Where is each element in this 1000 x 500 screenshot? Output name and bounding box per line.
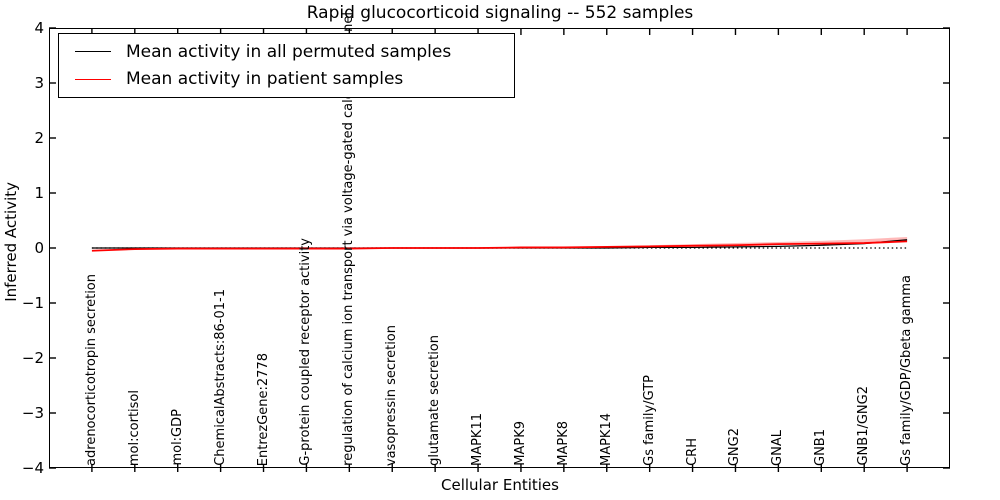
x-tick-label: GNAL [770, 430, 786, 466]
y-tick-label: 3 [34, 74, 44, 92]
x-tick-label: MAPK14 [598, 412, 614, 466]
x-tick-label: GNG2 [727, 427, 743, 466]
x-tick-label: mol:GDP [169, 409, 185, 466]
x-tick-label: adrenocorticotropin secretion [83, 274, 99, 466]
x-tick-label: ChemicalAbstracts:86-01-1 [212, 289, 228, 466]
legend: Mean activity in all permuted samples Me… [58, 33, 515, 98]
legend-label-patient: Mean activity in patient samples [126, 69, 404, 90]
x-tick-label: GNB1/GNG2 [856, 386, 872, 466]
y-tick-label: −4 [21, 459, 44, 477]
y-tick-label: 0 [34, 239, 44, 257]
chart-title: Rapid glucocorticoid signaling -- 552 sa… [306, 3, 694, 23]
legend-item-patient: Mean activity in patient samples [59, 69, 514, 89]
x-tick-label: glutamate secretion [427, 335, 443, 466]
x-tick-label: MAPK9 [512, 421, 528, 466]
plot-canvas [49, 27, 950, 472]
x-tick-label: Gs family/GTP [641, 375, 657, 466]
y-tick-label: −2 [21, 349, 44, 367]
y-tick-label: 1 [34, 184, 44, 202]
legend-line-permuted-icon [75, 51, 111, 53]
y-tick-label: −1 [21, 294, 44, 312]
x-tick-label: MAPK11 [470, 412, 486, 466]
legend-line-patient-icon [75, 78, 111, 80]
x-tick-label: MAPK8 [555, 421, 571, 466]
confidence-band [649, 237, 908, 247]
x-tick-label: CRH [684, 438, 700, 466]
y-tick-label: 4 [34, 19, 44, 37]
y-tick-label: 2 [34, 129, 44, 147]
x-tick-label: GNB1 [813, 429, 829, 466]
legend-label-permuted: Mean activity in all permuted samples [126, 41, 452, 62]
x-axis-label: Cellular Entities [441, 476, 559, 494]
series-line-patient [91, 240, 908, 252]
x-tick-label: Gs family/GDP/Gbeta gamma [899, 275, 915, 466]
x-tick-label: mol:cortisol [126, 389, 142, 466]
x-tick-label: G-protein coupled receptor activity [298, 238, 314, 466]
legend-item-permuted: Mean activity in all permuted samples [59, 42, 514, 62]
x-tick-label: vasopressin secretion [384, 324, 400, 466]
x-tick-label: EntrezGene:2778 [255, 352, 271, 466]
y-tick-label: −3 [21, 404, 44, 422]
